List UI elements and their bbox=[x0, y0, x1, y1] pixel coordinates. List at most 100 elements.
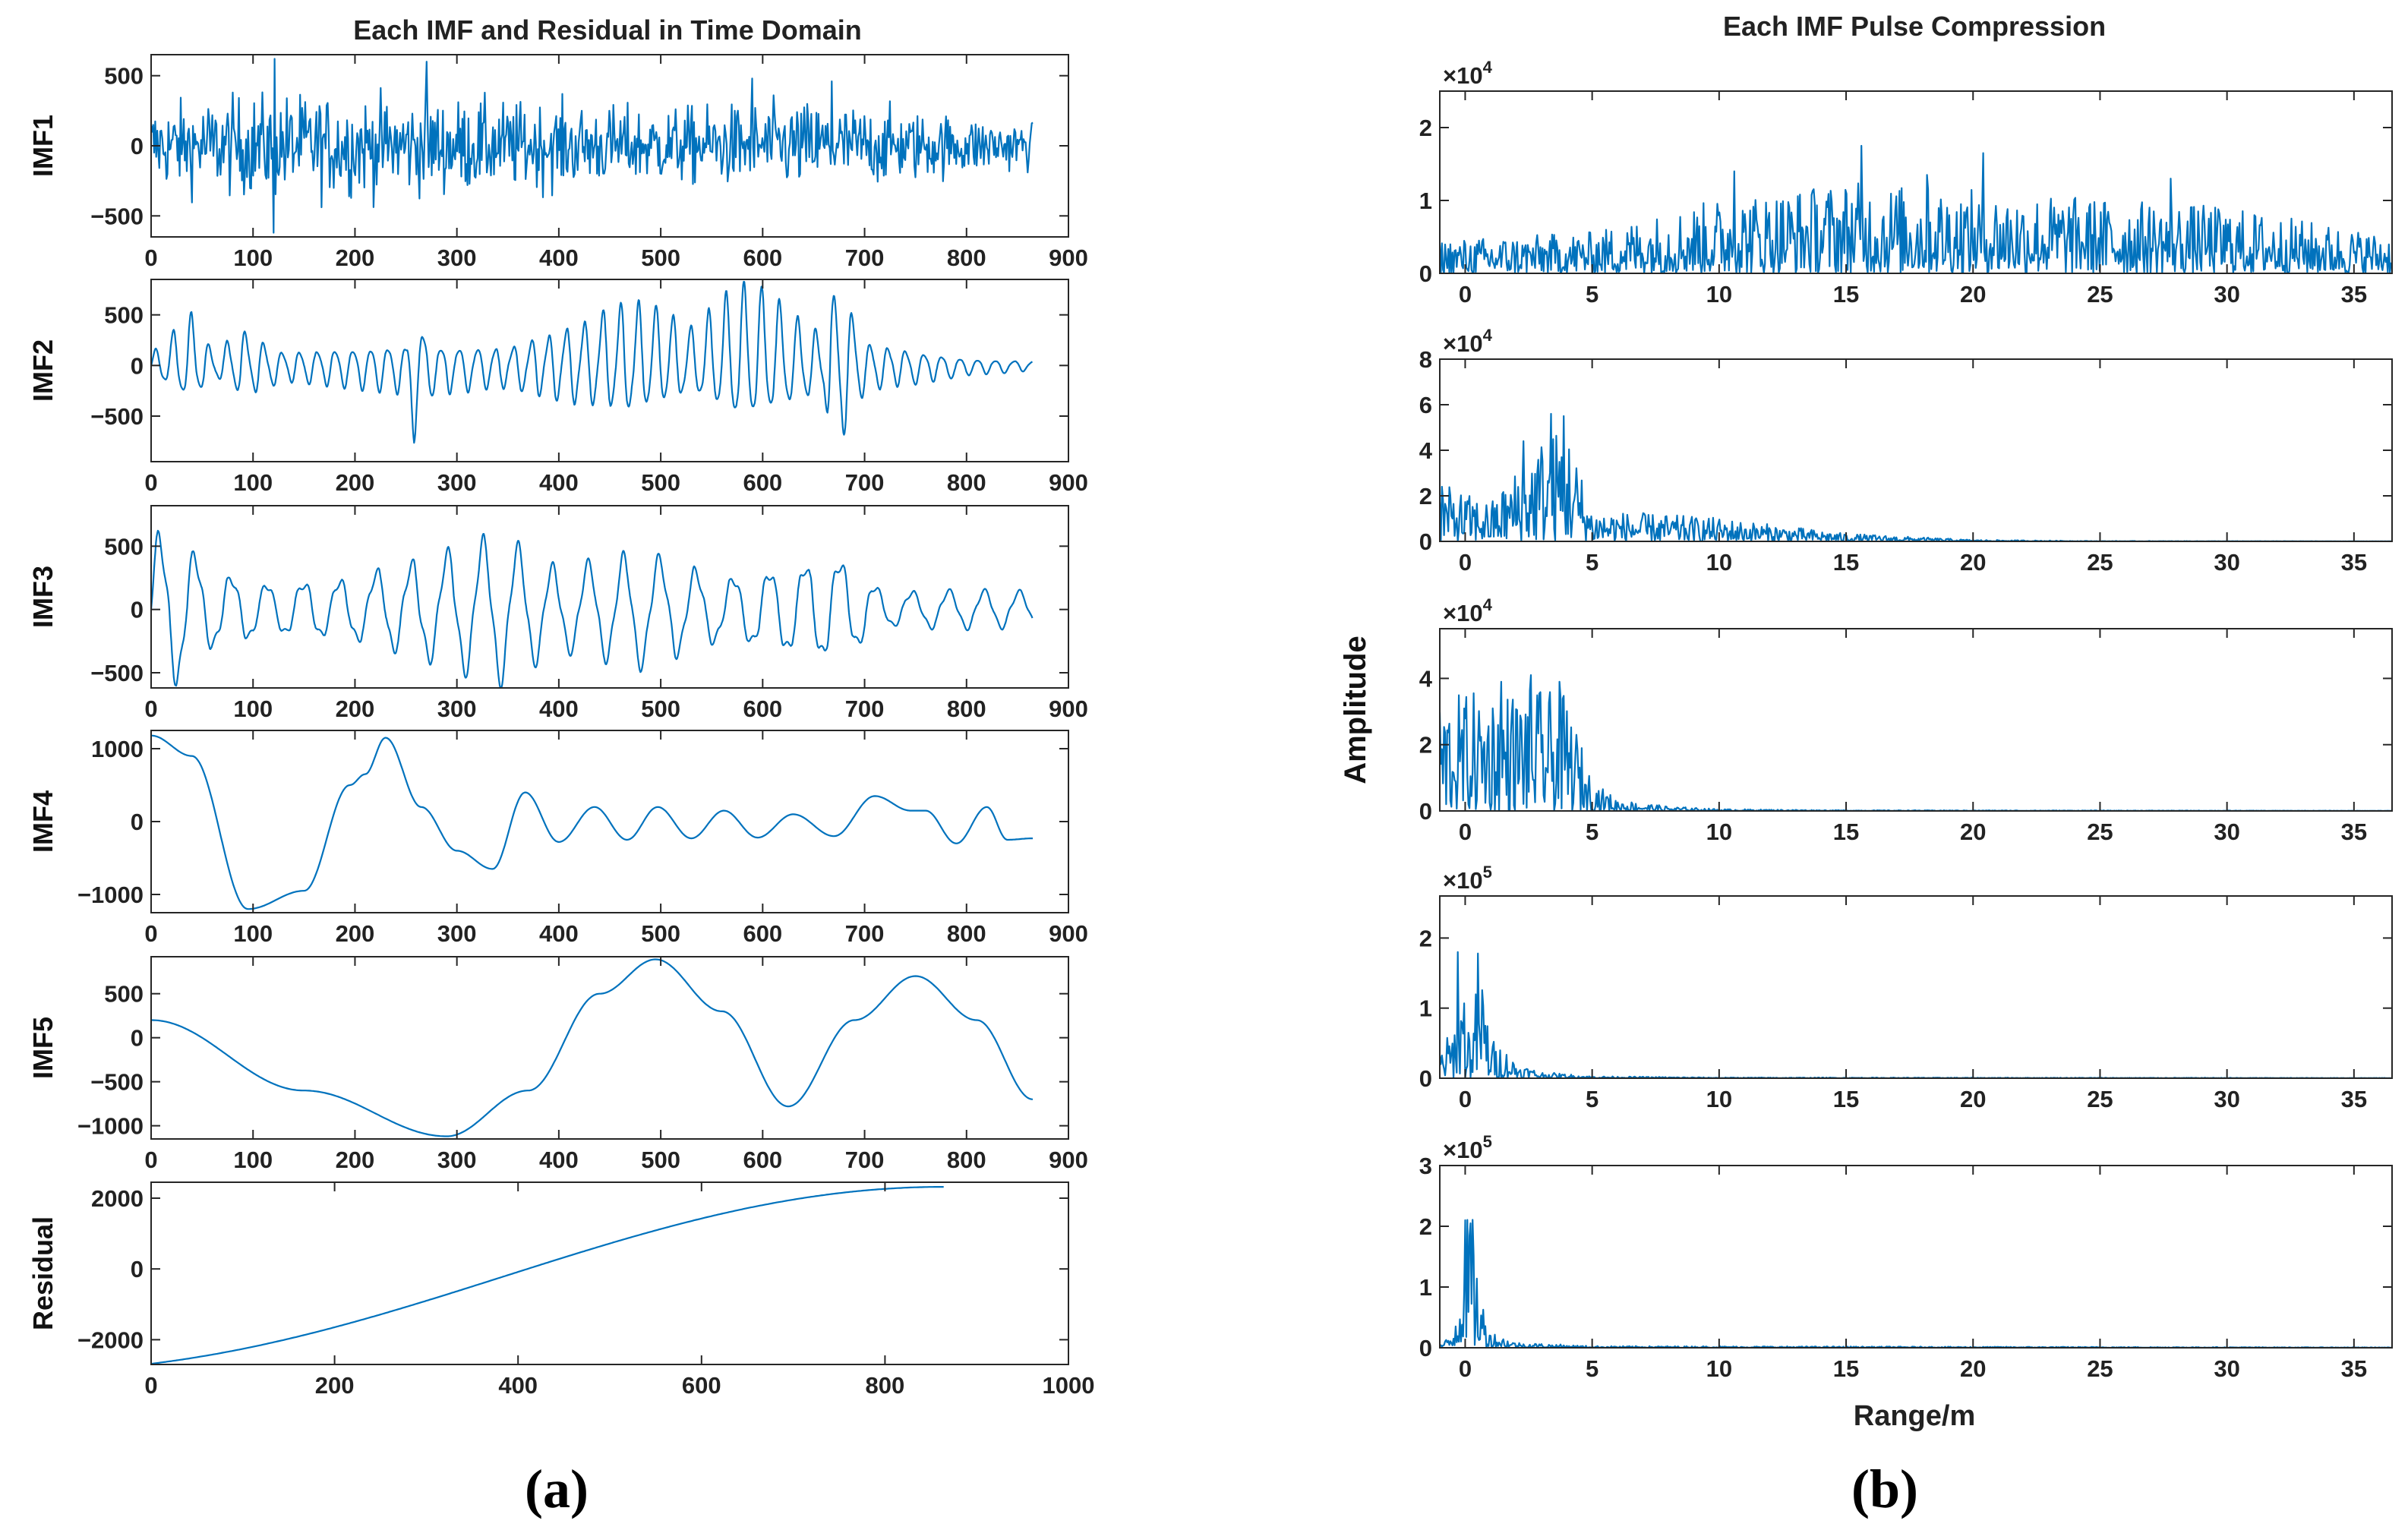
caption-a: (a) bbox=[525, 1459, 589, 1519]
x-tick-label: 30 bbox=[2214, 1086, 2239, 1112]
y-axis-label-imf4: IMF4 bbox=[27, 790, 58, 853]
axis-exponent-pc2: ×104 bbox=[1443, 326, 1493, 357]
x-tick-label: 15 bbox=[1833, 1355, 1859, 1382]
x-tick-label: 100 bbox=[233, 696, 273, 722]
x-tick-label: 25 bbox=[2087, 819, 2113, 845]
axis-exponent-power: 4 bbox=[1483, 595, 1493, 614]
x-tick-label: 800 bbox=[947, 920, 986, 947]
x-tick-label: 10 bbox=[1706, 819, 1732, 845]
y-tick-label: 500 bbox=[104, 302, 144, 329]
x-tick-label: 500 bbox=[641, 469, 680, 496]
y-tick-label: −500 bbox=[90, 1069, 144, 1096]
axes-frame-imf5 bbox=[150, 956, 1069, 1140]
x-tick-label: 0 bbox=[144, 469, 157, 496]
chart-panel-pc2: 0 5 10 15 20 25 30 35 0 2 4 6 8 ×104 bbox=[1419, 326, 2393, 576]
x-tick-label: 300 bbox=[437, 244, 477, 271]
y-tick-label: −500 bbox=[90, 403, 144, 430]
x-tick-label: 200 bbox=[336, 244, 375, 271]
x-tick-label: 1000 bbox=[1043, 1372, 1095, 1399]
x-tick-label: 35 bbox=[2341, 1086, 2367, 1112]
x-tick-label: 300 bbox=[437, 1147, 477, 1173]
y-tick-label: 0 bbox=[131, 133, 144, 159]
x-tick-label: 35 bbox=[2341, 549, 2367, 576]
x-tick-label: 25 bbox=[2087, 1355, 2113, 1382]
x-tick-label: 30 bbox=[2214, 819, 2239, 845]
x-tick-label: 10 bbox=[1706, 1355, 1732, 1382]
x-tick-label: 400 bbox=[498, 1372, 538, 1399]
x-tick-label: 500 bbox=[641, 244, 680, 271]
x-tick-label: 200 bbox=[336, 469, 375, 496]
x-tick-label: 200 bbox=[336, 1147, 375, 1173]
x-tick-label: 5 bbox=[1586, 819, 1598, 845]
x-tick-label: 800 bbox=[947, 469, 986, 496]
x-tick-label: 700 bbox=[845, 469, 885, 496]
chart-panel-pc5: 0 5 10 15 20 25 30 35 0 1 2 3 ×105 bbox=[1419, 1132, 2393, 1382]
x-tick-label: 600 bbox=[743, 244, 782, 271]
x-tick-label: 100 bbox=[233, 920, 273, 947]
y-tick-label: 2 bbox=[1419, 732, 1432, 759]
y-tick-label: 0 bbox=[131, 1256, 144, 1282]
x-tick-label: 20 bbox=[1960, 1086, 1986, 1112]
y-tick-label: 0 bbox=[1419, 528, 1432, 555]
y-tick-label: 0 bbox=[131, 809, 144, 835]
axes-frame-imf2 bbox=[150, 279, 1069, 462]
x-tick-label: 700 bbox=[845, 244, 885, 271]
x-tick-label: 200 bbox=[336, 696, 375, 722]
x-tick-label: 100 bbox=[233, 244, 273, 271]
x-tick-label: 10 bbox=[1706, 1086, 1732, 1112]
x-tick-label: 600 bbox=[682, 1372, 721, 1399]
y-tick-label: 1 bbox=[1419, 188, 1432, 214]
x-tick-label: 10 bbox=[1706, 549, 1732, 576]
y-axis-label-imf2: IMF2 bbox=[27, 339, 58, 402]
axis-exponent-pc3: ×104 bbox=[1443, 595, 1493, 626]
x-tick-label: 0 bbox=[1459, 281, 1472, 308]
y-tick-label: 4 bbox=[1419, 437, 1433, 464]
left-title: Each IMF and Residual in Time Domain bbox=[353, 14, 861, 46]
x-tick-label: 0 bbox=[1459, 549, 1472, 576]
axis-exponent-power: 4 bbox=[1483, 326, 1493, 345]
x-tick-label: 400 bbox=[539, 244, 579, 271]
x-tick-label: 400 bbox=[539, 920, 579, 947]
x-tick-label: 200 bbox=[315, 1372, 355, 1399]
x-tick-label: 700 bbox=[845, 920, 885, 947]
series-line-imf5 bbox=[151, 958, 1034, 1137]
axis-exponent-pc1: ×104 bbox=[1443, 58, 1493, 89]
x-tick-label: 900 bbox=[1049, 244, 1088, 271]
x-tick-label: 15 bbox=[1833, 1086, 1859, 1112]
chart-panel-imf2: 0 100 200 300 400 500 600 700 800 900 −500 0 500 IMF2 bbox=[27, 279, 1088, 496]
right-xlabel: Range/m bbox=[1854, 1400, 1975, 1432]
x-tick-label: 0 bbox=[144, 696, 157, 722]
x-tick-label: 5 bbox=[1586, 1355, 1598, 1382]
axes-frame-pc1 bbox=[1439, 90, 2393, 274]
axis-exponent-power: 5 bbox=[1483, 1132, 1492, 1151]
y-tick-label: 0 bbox=[131, 597, 144, 623]
axes-frame-pc4 bbox=[1439, 895, 2393, 1079]
x-tick-label: 100 bbox=[233, 469, 273, 496]
axes-frame-imf3 bbox=[150, 505, 1069, 689]
x-tick-label: 100 bbox=[233, 1147, 273, 1173]
y-tick-label: 2 bbox=[1419, 925, 1432, 951]
axes-frame-residual bbox=[150, 1181, 1069, 1365]
series-line-pc4 bbox=[1440, 951, 2392, 1078]
series-line-pc2 bbox=[1440, 412, 2392, 541]
y-tick-label: 0 bbox=[1419, 798, 1432, 825]
series-line-imf4 bbox=[151, 734, 1033, 910]
y-tick-label: 4 bbox=[1419, 665, 1433, 692]
x-tick-label: 300 bbox=[437, 920, 477, 947]
x-tick-label: 500 bbox=[641, 696, 680, 722]
x-tick-label: 400 bbox=[539, 1147, 579, 1173]
y-tick-label: −1000 bbox=[77, 1113, 144, 1140]
chart-panel-imf5: 0 100 200 300 400 500 600 700 800 900 −1000 −500 0 50… bbox=[27, 956, 1088, 1173]
x-tick-label: 35 bbox=[2341, 281, 2367, 308]
axis-exponent-pc5: ×105 bbox=[1443, 1132, 1492, 1163]
y-tick-label: −1000 bbox=[77, 882, 144, 908]
y-tick-label: 0 bbox=[1419, 1335, 1432, 1361]
x-tick-label: 30 bbox=[2214, 281, 2239, 308]
x-tick-label: 15 bbox=[1833, 281, 1859, 308]
x-tick-label: 300 bbox=[437, 469, 477, 496]
y-tick-label: 0 bbox=[131, 352, 144, 379]
x-tick-label: 800 bbox=[947, 696, 986, 722]
y-tick-label: 500 bbox=[104, 63, 144, 90]
axes-frame-pc5 bbox=[1439, 1165, 2393, 1349]
